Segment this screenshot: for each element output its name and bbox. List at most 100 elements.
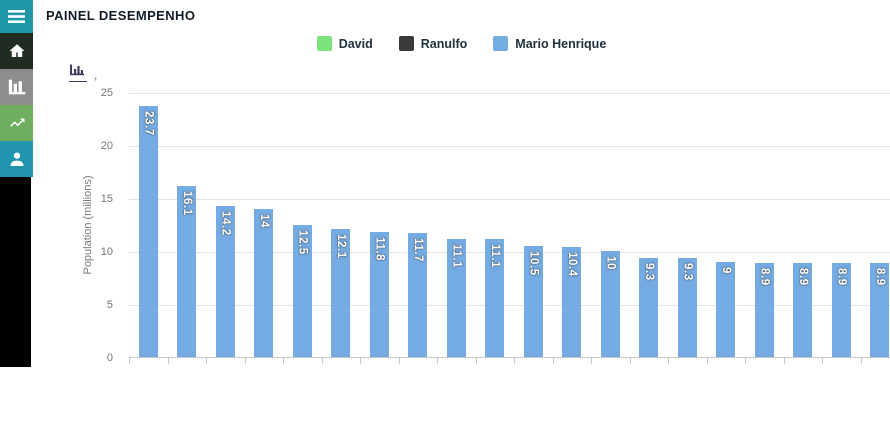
sidebar-menu-button[interactable] [0, 0, 33, 33]
gridline [129, 146, 890, 147]
bar-value-label: 14.2 [219, 211, 232, 237]
gridline [129, 199, 890, 200]
legend-swatch [316, 36, 332, 51]
bar-value-label: 8.9 [873, 267, 886, 286]
bar-value-label: 8.9 [758, 267, 771, 286]
y-tick-label: 5 [106, 299, 113, 311]
bar[interactable]: 12.1 [331, 228, 351, 357]
bar[interactable]: 11.1 [446, 239, 466, 357]
bar-value-label: 10.5 [527, 250, 540, 276]
legend-label: Ranulfo [420, 36, 468, 51]
x-tick [783, 358, 785, 364]
x-tick [629, 358, 631, 364]
x-tick [206, 358, 207, 364]
trend-up-icon [7, 114, 27, 132]
bar[interactable]: 8.9 [831, 262, 851, 357]
x-tick [514, 358, 515, 364]
bar[interactable]: 10.4 [562, 246, 582, 357]
bar[interactable]: 9.3 [677, 258, 697, 357]
gridline [129, 93, 890, 94]
bar[interactable]: 16.1 [177, 186, 197, 357]
chart-legend: David Ranulfo Mario Henrique [33, 36, 890, 51]
x-tick [244, 358, 246, 364]
legend-label: Mario Henrique [515, 36, 607, 51]
x-tick [475, 358, 477, 364]
x-tick [167, 358, 169, 364]
page-title: PAINEL DESEMPENHO [46, 8, 196, 23]
bar[interactable]: 10.5 [523, 245, 543, 357]
bar[interactable]: 11.1 [485, 239, 505, 357]
bar[interactable]: 12.5 [292, 224, 312, 357]
gridline [129, 252, 890, 253]
legend-swatch [398, 36, 414, 51]
bar-value-label: 9 [719, 266, 732, 274]
bar-chart-plot: 23.7 16.1 14.2 14 12.5 12.1 11.8 11.7 11.1 11.1 10… [129, 93, 890, 364]
bar[interactable]: 9.3 [639, 258, 659, 357]
bar[interactable]: 9 [716, 261, 736, 357]
bar[interactable]: 14.2 [215, 206, 235, 357]
bar[interactable]: 23.7 [138, 105, 158, 357]
sidebar-background [0, 177, 31, 367]
x-tick [129, 358, 130, 364]
y-tick-label: 0 [106, 352, 113, 364]
y-tick-label: 10 [100, 246, 113, 258]
home-icon [8, 42, 26, 60]
bar-value-label: 11.7 [411, 237, 424, 263]
x-tick [860, 358, 862, 364]
x-tick [283, 358, 284, 364]
sidebar-item-charts[interactable] [0, 69, 33, 105]
x-tick [321, 358, 323, 364]
bar[interactable]: 14 [254, 208, 274, 357]
y-axis-title: Population (millions) [82, 175, 94, 275]
bar-value-label: 11.8 [373, 236, 386, 262]
x-tick [398, 358, 400, 364]
sidebar-item-trends[interactable] [0, 105, 33, 141]
x-axis-line [129, 357, 890, 358]
bar-value-label: 16.1 [180, 191, 193, 217]
x-tick [437, 358, 438, 364]
sidebar-item-home[interactable] [0, 33, 33, 69]
x-tick [668, 358, 669, 364]
bar[interactable]: 8.9 [754, 262, 774, 357]
bar[interactable]: 8.9 [870, 262, 890, 357]
y-tick-label: 15 [100, 193, 113, 205]
bar[interactable]: 11.7 [408, 232, 428, 357]
legend-swatch [493, 36, 509, 51]
sidebar [0, 0, 33, 445]
x-tick [360, 358, 361, 364]
bar-value-label: 12.5 [296, 229, 309, 255]
x-tick [822, 358, 823, 364]
chart-type-caret: , [94, 68, 98, 82]
menu-icon [8, 10, 25, 23]
legend-item-david[interactable]: David [316, 36, 373, 51]
x-tick [591, 358, 592, 364]
bar-value-label: 8.9 [796, 267, 809, 286]
chart-type-button[interactable] [69, 63, 87, 82]
x-tick [552, 358, 554, 364]
sidebar-item-users[interactable] [0, 141, 33, 177]
bar-chart-mini-icon [69, 64, 87, 79]
bar-value-label: 11.1 [450, 244, 463, 269]
bar-value-label: 9.3 [681, 263, 694, 282]
gridline [129, 305, 890, 306]
bar-value-label: 10 [604, 256, 617, 270]
bar[interactable]: 11.8 [369, 231, 389, 357]
bar[interactable]: 8.9 [793, 262, 813, 357]
bar-chart-icon [7, 78, 27, 96]
y-tick-label: 20 [100, 140, 113, 152]
legend-item-ranulfo[interactable]: Ranulfo [398, 36, 468, 51]
x-tick [706, 358, 708, 364]
bar-value-label: 12.1 [334, 233, 347, 259]
bar-value-label: 10.4 [565, 251, 578, 277]
bar-value-label: 9.3 [642, 263, 655, 282]
legend-item-mario-henrique[interactable]: Mario Henrique [493, 36, 606, 51]
bar[interactable]: 10 [600, 251, 620, 357]
bar-value-label: 14 [257, 213, 270, 228]
user-icon [8, 150, 26, 168]
y-tick-label: 25 [100, 87, 113, 99]
x-tick [745, 358, 746, 364]
legend-label: David [338, 36, 373, 51]
bar-value-label: 11.1 [488, 244, 501, 269]
bar-value-label: 23.7 [142, 110, 155, 136]
